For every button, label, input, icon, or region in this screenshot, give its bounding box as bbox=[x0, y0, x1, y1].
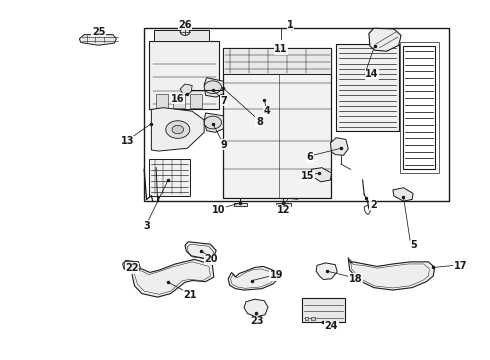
Bar bbox=[223, 48, 331, 198]
Text: 26: 26 bbox=[178, 20, 192, 30]
Bar bbox=[156, 94, 168, 108]
Bar bbox=[149, 159, 190, 196]
Bar bbox=[154, 30, 209, 41]
Polygon shape bbox=[276, 203, 291, 207]
Bar bbox=[403, 46, 435, 170]
Polygon shape bbox=[316, 263, 337, 279]
Text: 17: 17 bbox=[454, 261, 467, 271]
Text: 9: 9 bbox=[220, 140, 227, 150]
Text: 8: 8 bbox=[256, 117, 263, 127]
Polygon shape bbox=[204, 78, 223, 97]
Text: 19: 19 bbox=[270, 270, 283, 280]
Bar bbox=[400, 42, 440, 173]
Text: 20: 20 bbox=[205, 255, 218, 264]
Bar bbox=[190, 94, 202, 108]
Polygon shape bbox=[204, 81, 221, 94]
Polygon shape bbox=[244, 299, 268, 317]
Text: 15: 15 bbox=[301, 171, 314, 181]
Polygon shape bbox=[122, 260, 140, 271]
Polygon shape bbox=[166, 121, 190, 138]
Polygon shape bbox=[228, 266, 279, 290]
Polygon shape bbox=[79, 35, 116, 45]
Polygon shape bbox=[330, 138, 348, 155]
Polygon shape bbox=[151, 108, 204, 151]
Polygon shape bbox=[234, 203, 247, 207]
Bar bbox=[305, 317, 308, 320]
Bar bbox=[173, 94, 185, 108]
Text: 11: 11 bbox=[274, 45, 288, 54]
Bar bbox=[149, 41, 219, 109]
Polygon shape bbox=[204, 113, 223, 132]
Text: 13: 13 bbox=[121, 136, 134, 146]
Text: 23: 23 bbox=[250, 316, 264, 326]
Polygon shape bbox=[311, 168, 331, 182]
Text: 12: 12 bbox=[277, 205, 290, 215]
Text: 4: 4 bbox=[263, 106, 270, 116]
Polygon shape bbox=[180, 28, 190, 35]
Text: 14: 14 bbox=[365, 69, 379, 79]
Polygon shape bbox=[369, 28, 401, 51]
Bar bbox=[144, 28, 449, 201]
Text: 2: 2 bbox=[370, 200, 377, 210]
Text: 22: 22 bbox=[125, 263, 139, 273]
Text: 16: 16 bbox=[171, 94, 185, 104]
Text: 7: 7 bbox=[220, 96, 227, 105]
Text: 10: 10 bbox=[212, 205, 225, 215]
Text: 18: 18 bbox=[348, 274, 362, 284]
Bar bbox=[124, 261, 138, 269]
Polygon shape bbox=[204, 116, 221, 129]
Polygon shape bbox=[172, 125, 184, 134]
Polygon shape bbox=[185, 242, 216, 258]
Text: 5: 5 bbox=[411, 240, 417, 250]
Bar bbox=[311, 317, 315, 320]
Polygon shape bbox=[132, 259, 214, 297]
Text: 3: 3 bbox=[143, 221, 150, 231]
Bar bbox=[223, 48, 331, 74]
Bar bbox=[336, 44, 399, 131]
Polygon shape bbox=[393, 188, 413, 201]
Text: 6: 6 bbox=[306, 152, 313, 162]
Polygon shape bbox=[348, 258, 435, 290]
Text: 24: 24 bbox=[325, 321, 338, 332]
Bar bbox=[302, 298, 345, 322]
Text: 21: 21 bbox=[183, 290, 196, 300]
Text: 25: 25 bbox=[92, 27, 105, 37]
Polygon shape bbox=[180, 84, 192, 95]
Text: 1: 1 bbox=[287, 20, 294, 30]
